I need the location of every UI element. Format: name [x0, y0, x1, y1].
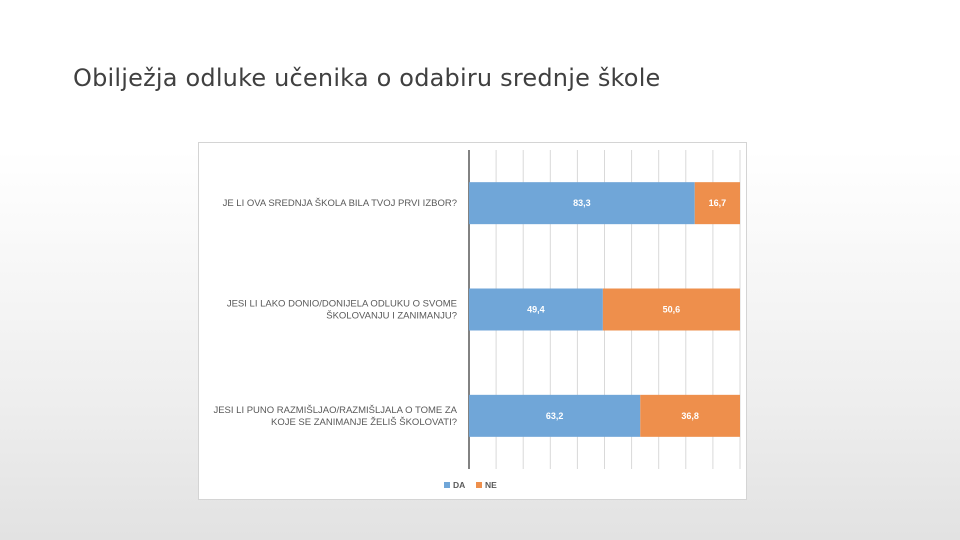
slide-title: Obilježja odluke učenika o odabiru sredn…	[73, 64, 661, 92]
data-label: 83,3	[573, 198, 591, 208]
category-label: ŠKOLOVANJU I ZANIMANJU?	[326, 311, 457, 322]
data-label: 36,8	[681, 411, 699, 421]
bar-ne	[694, 182, 740, 225]
stacked-bar-chart: 83,3 16,7 JE LI OVA SREDNJA ŠKOLA BILA TVO…	[213, 150, 741, 490]
legend-swatch-ne	[476, 482, 482, 488]
category-label: JESI LI LAKO DONIO/DONIJELA ODLUKU O SVO…	[227, 299, 457, 310]
data-label: 49,4	[527, 305, 545, 315]
legend-entry: DA	[453, 480, 465, 490]
bar-da	[469, 394, 641, 437]
data-label: 16,7	[709, 198, 727, 208]
category-label: JE LI OVA SREDNJA ŠKOLA BILA TVOJ PRVI I…	[223, 198, 457, 209]
data-label: 63,2	[546, 411, 564, 421]
chart-frame: 83,3 16,7 JE LI OVA SREDNJA ŠKOLA BILA TVO…	[198, 142, 747, 500]
legend-swatch-da	[444, 482, 450, 488]
bar-da	[469, 288, 603, 331]
category-label: JESI LI PUNO RAZMIŠLJAO/RAZMIŠLJALA O TO…	[213, 405, 457, 416]
bar-da	[469, 182, 695, 225]
bar-ne	[602, 288, 740, 331]
legend-entry: NE	[485, 480, 497, 490]
bar-ne	[640, 394, 740, 437]
category-label: KOJE SE ZANIMANJE ŽELIŠ ŠKOLOVATI?	[271, 417, 457, 428]
data-label: 50,6	[663, 305, 681, 315]
